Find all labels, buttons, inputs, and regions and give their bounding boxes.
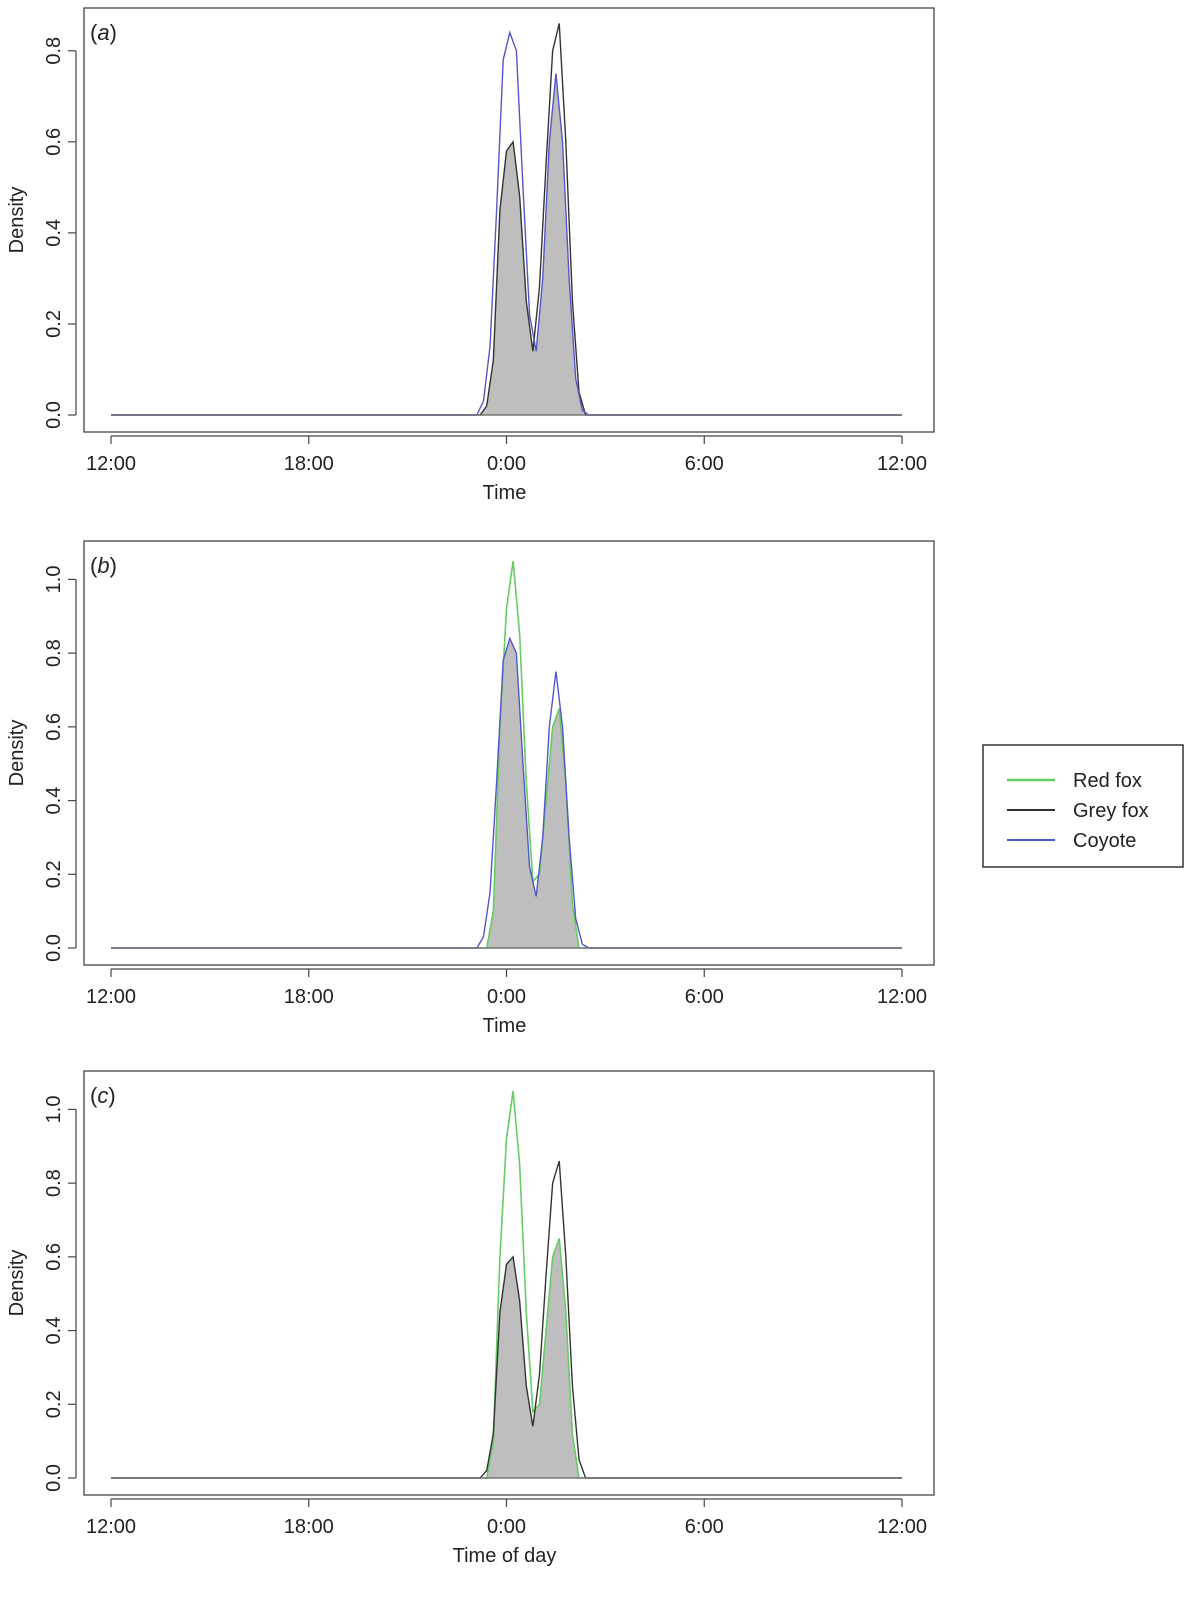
y-tick-label: 0.6 (43, 128, 65, 156)
y-tick-label: 0.4 (43, 219, 65, 247)
x-tick-label: 0:00 (487, 453, 526, 475)
legend: Red fox Grey fox Coyote (982, 744, 1184, 868)
legend-label-red-fox: Red fox (1073, 770, 1142, 792)
y-axis-title: Density (6, 1250, 28, 1317)
panel-label: (b) (90, 553, 117, 578)
chart-panel-a: 12:00 18:00 0:00 6:00 12:00 Time 0.0 0.2 0.4 0.6 0… (6, 7, 935, 504)
y-tick-label: 1.0 (43, 1096, 65, 1124)
legend-label-coyote: Coyote (1073, 830, 1136, 852)
y-tick-label: 0.6 (43, 1243, 65, 1271)
panel-label: (c) (90, 1083, 116, 1108)
y-axis-title: Density (6, 187, 28, 254)
x-tick-label: 0:00 (487, 1516, 526, 1538)
overlap-area (466, 638, 599, 948)
x-tick-label: 12:00 (877, 453, 927, 475)
y-tick-label: 0.8 (43, 1169, 65, 1197)
y-tick-label: 0.2 (43, 1390, 65, 1418)
x-tick-label: 6:00 (685, 986, 724, 1008)
y-tick-label: 0.0 (43, 934, 65, 962)
panel-label: (a) (90, 20, 117, 45)
x-tick-label: 12:00 (86, 986, 136, 1008)
legend-box (982, 744, 1184, 868)
x-tick-label: 18:00 (284, 1516, 334, 1538)
x-tick-label: 6:00 (685, 453, 724, 475)
x-tick-label: 12:00 (86, 1516, 136, 1538)
y-tick-label: 0.4 (43, 1317, 65, 1345)
plot-frame (83, 1070, 935, 1496)
x-axis-title: Time (483, 1015, 527, 1037)
x-tick-label: 12:00 (86, 453, 136, 475)
plot-frame (83, 7, 935, 433)
x-tick-label: 12:00 (877, 1516, 927, 1538)
y-tick-label: 1.0 (43, 566, 65, 594)
y-tick-label: 0.8 (43, 37, 65, 65)
y-tick-label: 0.0 (43, 401, 65, 429)
x-tick-label: 18:00 (284, 453, 334, 475)
x-tick-label: 12:00 (877, 986, 927, 1008)
y-tick-label: 0.2 (43, 310, 65, 338)
legend-label-grey-fox: Grey fox (1073, 800, 1149, 822)
x-axis-title: Time (483, 482, 527, 504)
y-tick-label: 0.4 (43, 787, 65, 815)
y-tick-label: 0.2 (43, 860, 65, 888)
y-tick-label: 0.6 (43, 713, 65, 741)
overlap-area (466, 1238, 599, 1478)
chart-panel-b: 12:00 18:00 0:00 6:00 12:00 Time 0.0 0.2 0.4 0.6 0… (6, 540, 935, 1037)
x-axis-title: Time of day (453, 1545, 557, 1567)
x-tick-label: 6:00 (685, 1516, 724, 1538)
x-tick-label: 18:00 (284, 986, 334, 1008)
y-tick-label: 0.0 (43, 1464, 65, 1492)
x-tick-label: 0:00 (487, 986, 526, 1008)
y-axis-title: Density (6, 720, 28, 787)
plot-frame (83, 540, 935, 966)
chart-panel-c: 12:00 18:00 0:00 6:00 12:00 Time of day 0.0 0.2… (6, 1070, 935, 1567)
y-tick-label: 0.8 (43, 639, 65, 667)
overlap-area (466, 73, 599, 415)
